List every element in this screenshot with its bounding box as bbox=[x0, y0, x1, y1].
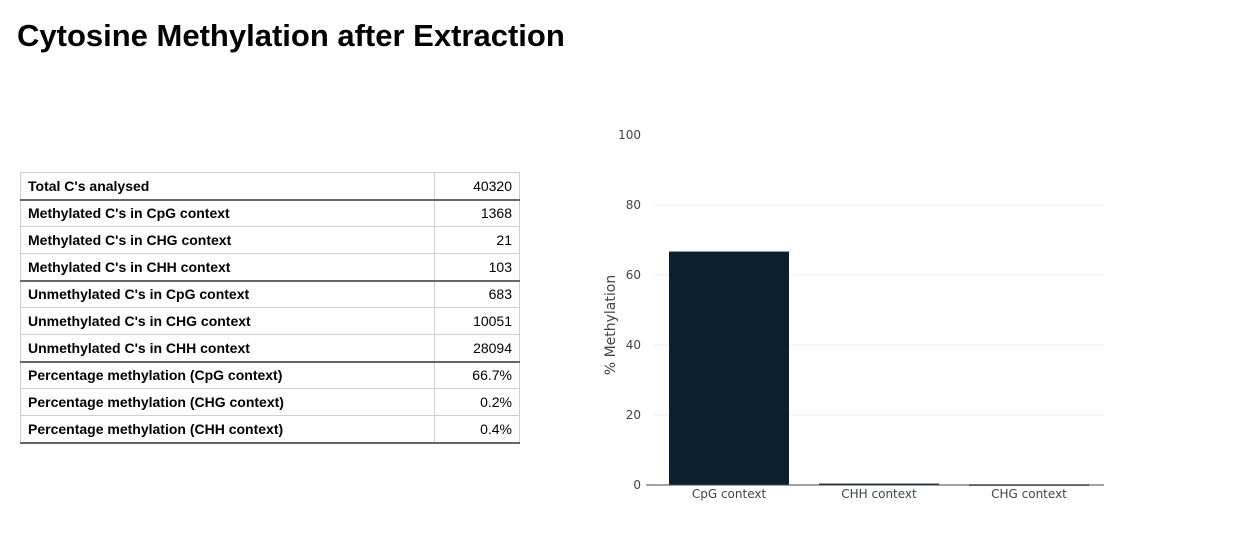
table-row: Unmethylated C's in CpG context 683 bbox=[20, 280, 520, 308]
row-label: Methylated C's in CHG context bbox=[20, 226, 435, 254]
row-value: 21 bbox=[434, 226, 520, 254]
table-row: Methylated C's in CHH context 103 bbox=[20, 253, 520, 282]
table-row: Percentage methylation (CHH context) 0.4… bbox=[20, 415, 520, 444]
row-value: 0.4% bbox=[434, 415, 520, 444]
y-tick-label: 40 bbox=[626, 338, 641, 352]
row-label: Total C's analysed bbox=[20, 172, 435, 200]
table-row: Methylated C's in CHG context 21 bbox=[20, 226, 520, 254]
row-value: 10051 bbox=[434, 307, 520, 335]
y-tick-label: 20 bbox=[626, 408, 641, 422]
y-tick-label: 80 bbox=[626, 198, 641, 212]
row-label: Unmethylated C's in CHH context bbox=[20, 334, 435, 363]
table-row: Methylated C's in CpG context 1368 bbox=[20, 198, 520, 227]
row-label: Percentage methylation (CHG context) bbox=[20, 388, 435, 416]
row-value: 66.7% bbox=[434, 361, 520, 389]
x-tick-label: CHH context bbox=[841, 487, 917, 501]
table-row: Unmethylated C's in CHH context 28094 bbox=[20, 334, 520, 363]
row-label: Percentage methylation (CpG context) bbox=[20, 361, 435, 389]
y-tick-label: 60 bbox=[626, 268, 641, 282]
bar-cpg-context bbox=[669, 251, 789, 485]
y-tick-label: 100 bbox=[618, 128, 641, 142]
row-label: Unmethylated C's in CpG context bbox=[20, 280, 435, 308]
y-axis-label: % Methylation bbox=[603, 275, 619, 375]
methylation-bar-chart: 0 20 40 60 80 100 CpG context CHH context CHG co… bbox=[603, 128, 1104, 501]
row-label: Methylated C's in CHH context bbox=[20, 253, 435, 282]
row-value: 40320 bbox=[434, 172, 520, 200]
methylation-stats-table: Total C's analysed 40320 Methylated C's … bbox=[20, 172, 520, 444]
table-row: Unmethylated C's in CHG context 10051 bbox=[20, 307, 520, 335]
x-tick-label: CHG context bbox=[991, 487, 1067, 501]
row-value: 683 bbox=[434, 280, 520, 308]
row-label: Percentage methylation (CHH context) bbox=[20, 415, 435, 444]
row-label: Methylated C's in CpG context bbox=[20, 198, 435, 227]
row-label: Unmethylated C's in CHG context bbox=[20, 307, 435, 335]
bar-chh-context bbox=[819, 483, 939, 486]
table-row: Percentage methylation (CpG context) 66.… bbox=[20, 361, 520, 389]
table-row: Percentage methylation (CHG context) 0.2… bbox=[20, 388, 520, 416]
y-tick-label: 0 bbox=[633, 478, 641, 492]
row-value: 1368 bbox=[434, 198, 520, 227]
row-value: 28094 bbox=[434, 334, 520, 363]
table-row: Total C's analysed 40320 bbox=[20, 172, 520, 200]
page-title: Cytosine Methylation after Extraction bbox=[17, 18, 565, 53]
row-value: 0.2% bbox=[434, 388, 520, 416]
x-tick-label: CpG context bbox=[692, 487, 767, 501]
row-value: 103 bbox=[434, 253, 520, 282]
